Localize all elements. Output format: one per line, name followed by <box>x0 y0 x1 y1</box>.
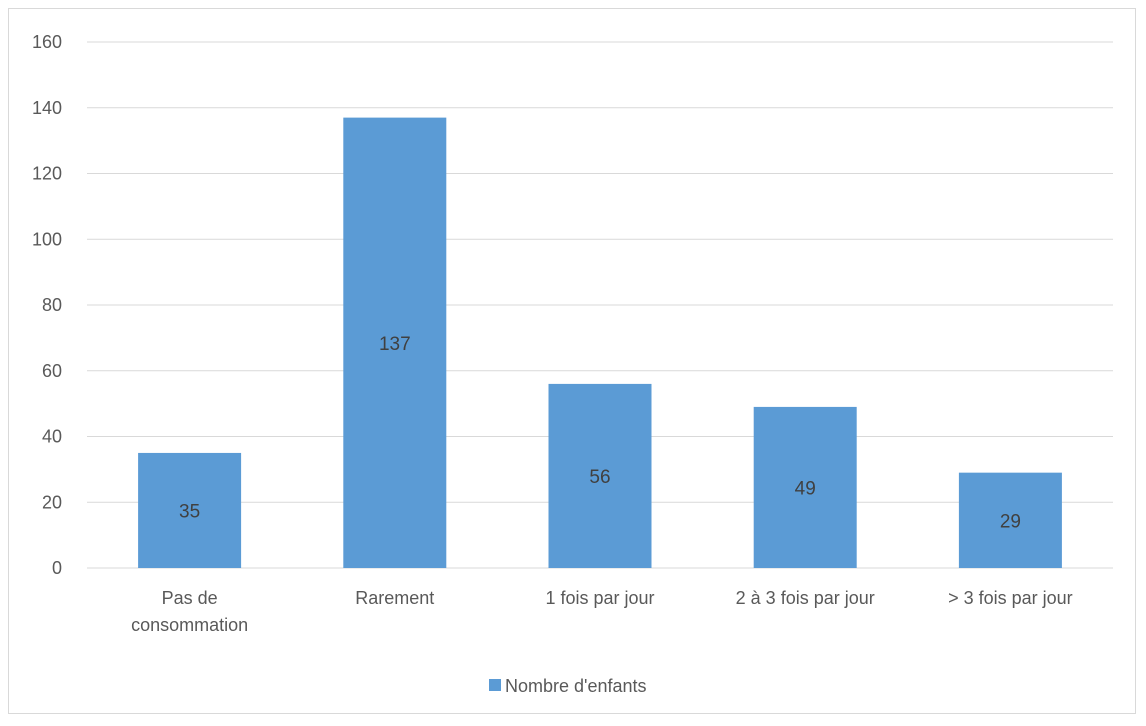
legend: Nombre d'enfants <box>489 676 647 696</box>
y-tick-label: 20 <box>42 492 62 512</box>
y-tick-label: 80 <box>42 295 62 315</box>
bar <box>753 406 857 568</box>
data-labels: 35 137 56 49 29 <box>179 334 1021 533</box>
x-tick-label: Pas de <box>162 588 218 608</box>
y-tick-label: 140 <box>32 98 62 118</box>
data-label: 56 <box>589 467 610 488</box>
x-tick-label: > 3 fois par jour <box>948 588 1073 608</box>
y-tick-label: 100 <box>32 229 62 249</box>
legend-label: Nombre d'enfants <box>505 676 647 696</box>
y-tick-label: 60 <box>42 361 62 381</box>
data-label: 35 <box>179 501 200 522</box>
bar <box>958 472 1062 568</box>
x-tick-label: Rarement <box>355 588 434 608</box>
x-tick-label: consommation <box>131 615 248 635</box>
data-label: 29 <box>1000 511 1021 532</box>
bar <box>343 117 447 569</box>
chart-frame <box>8 8 1136 714</box>
y-tick-label: 160 <box>32 32 62 52</box>
gridlines <box>87 41 1113 569</box>
bars <box>138 117 1062 569</box>
bar <box>548 383 652 568</box>
y-axis-ticks: 0 20 40 60 80 100 120 140 160 <box>32 32 62 578</box>
x-tick-label: 2 à 3 fois par jour <box>736 588 875 608</box>
legend-swatch <box>489 679 501 691</box>
y-tick-label: 120 <box>32 164 62 184</box>
bar <box>138 452 242 568</box>
data-label: 137 <box>379 334 411 355</box>
x-tick-label: 1 fois par jour <box>545 588 654 608</box>
y-tick-label: 0 <box>52 558 62 578</box>
data-label: 49 <box>795 478 816 499</box>
x-axis-ticks: Pas de consommation Rarement 1 fois par jou… <box>131 588 1073 635</box>
y-tick-label: 40 <box>42 427 62 447</box>
